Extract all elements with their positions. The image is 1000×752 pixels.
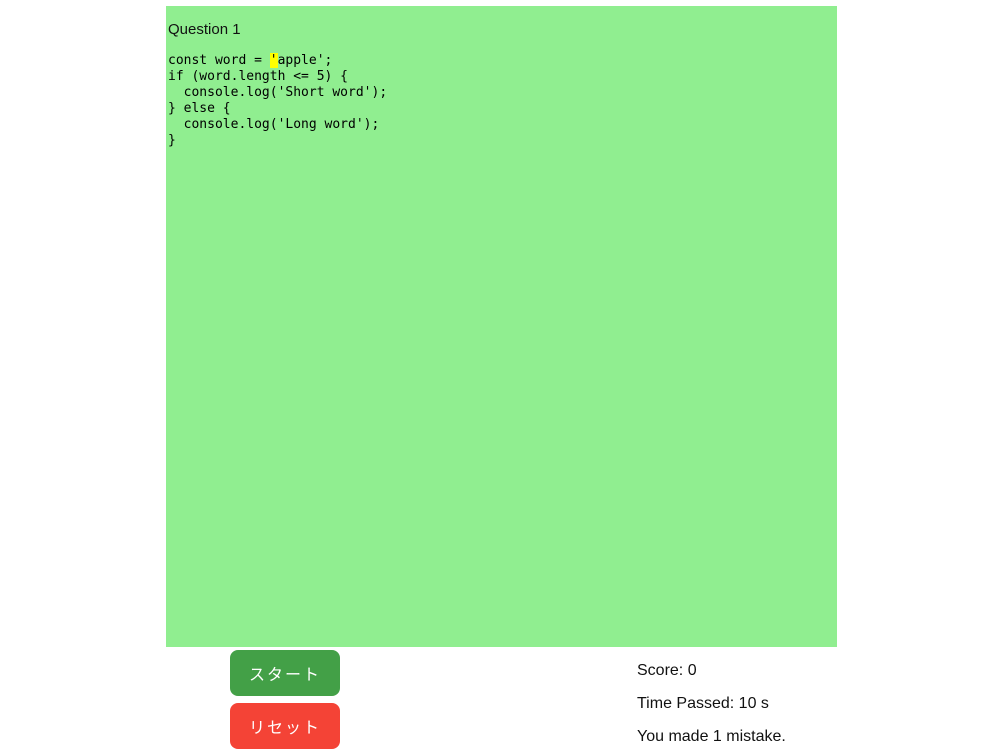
controls-column: スタート リセット (230, 650, 340, 749)
question-label: Question 1 (168, 21, 241, 38)
code-current-char-highlight: ' (269, 53, 278, 68)
code-display: const word = 'apple'; if (word.length <=… (168, 53, 837, 149)
question-panel: Question 1 const word = 'apple'; if (wor… (166, 6, 837, 647)
reset-button[interactable]: リセット (230, 703, 340, 749)
code-typed-text: const word = (168, 53, 270, 68)
time-passed-text: Time Passed: 10 s (637, 695, 769, 712)
mistake-text: You made 1 mistake. (637, 728, 786, 745)
score-text: Score: 0 (637, 662, 697, 679)
code-remaining-text: apple'; if (word.length <= 5) { console.… (168, 53, 388, 148)
stats-panel: Score: 0 Time Passed: 10 s You made 1 mi… (637, 662, 786, 752)
start-button[interactable]: スタート (230, 650, 340, 696)
